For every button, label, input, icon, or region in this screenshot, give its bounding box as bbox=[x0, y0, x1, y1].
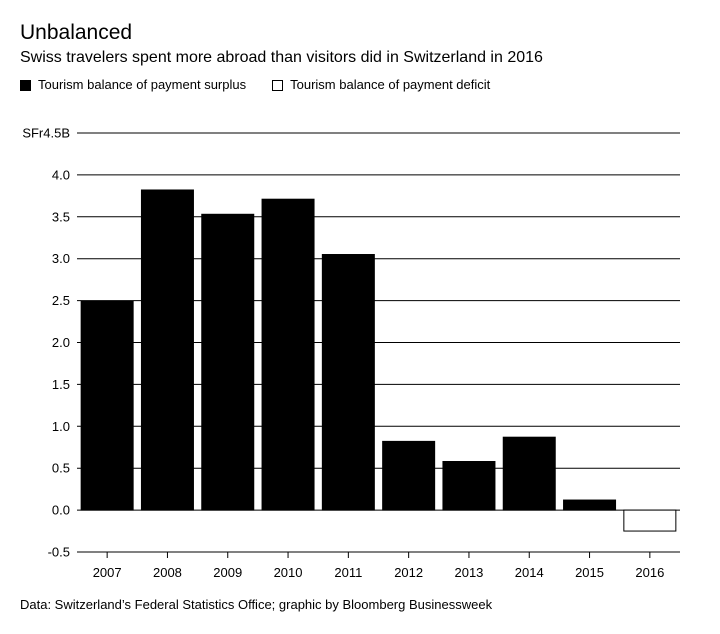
x-tick-label: 2007 bbox=[93, 565, 122, 580]
bar-2010 bbox=[261, 198, 315, 511]
x-tick-label: 2015 bbox=[575, 565, 604, 580]
bar-2008 bbox=[140, 189, 194, 511]
x-tick-label: 2011 bbox=[334, 565, 362, 580]
y-tick-label: 0.0 bbox=[52, 503, 70, 518]
y-tick-label: 3.5 bbox=[52, 209, 70, 224]
y-tick-label: 1.0 bbox=[52, 419, 70, 434]
chart-subtitle: Swiss travelers spent more abroad than v… bbox=[20, 49, 543, 66]
x-tick-label: 2008 bbox=[153, 565, 182, 580]
y-tick-label: 3.0 bbox=[52, 251, 70, 266]
y-tick-label: 2.0 bbox=[52, 335, 70, 350]
y-tick-label: 0.5 bbox=[52, 461, 70, 476]
bar-2015 bbox=[563, 499, 617, 511]
y-tick-label: SFr4.5B bbox=[22, 126, 70, 141]
source-note: Data: Switzerland’s Federal Statistics O… bbox=[20, 597, 493, 612]
legend-label-deficit: Tourism balance of payment deficit bbox=[290, 77, 491, 92]
bar-2013 bbox=[442, 460, 496, 511]
legend-swatch-surplus bbox=[20, 79, 31, 91]
legend-swatch-deficit bbox=[272, 79, 284, 91]
chart-title: Unbalanced bbox=[20, 21, 133, 44]
x-tick-label: 2016 bbox=[635, 565, 664, 580]
legend-item-surplus: Tourism balance of payment surplus bbox=[20, 77, 246, 93]
bar-2012 bbox=[382, 440, 436, 511]
x-tick-label: 2009 bbox=[213, 565, 242, 580]
y-tick-label: 1.5 bbox=[52, 377, 70, 392]
x-tick-label: 2012 bbox=[394, 565, 423, 580]
x-tick-label: 2014 bbox=[515, 565, 544, 580]
bar-2014 bbox=[502, 436, 556, 511]
bar-layer bbox=[80, 189, 677, 532]
x-tick-label: 2010 bbox=[274, 565, 303, 580]
x-tick-label: 2013 bbox=[454, 565, 483, 580]
bar-2007 bbox=[80, 300, 134, 511]
y-tick-label: 2.5 bbox=[52, 293, 70, 308]
legend: Tourism balance of payment surplus Touri… bbox=[20, 77, 516, 93]
bar-2011 bbox=[321, 254, 375, 511]
y-tick-label: 4.0 bbox=[52, 167, 70, 182]
bar-2016 bbox=[623, 509, 677, 532]
legend-item-deficit: Tourism balance of payment deficit bbox=[272, 77, 490, 93]
legend-label-surplus: Tourism balance of payment surplus bbox=[38, 77, 247, 92]
y-tick-label: -0.5 bbox=[48, 545, 70, 560]
axis-layer: -0.5 0.0 0.5 1.0 1.5 2.0 2.5 3.0 3.5 4.0 SFr4.5B 20… bbox=[22, 126, 680, 580]
bar-2009 bbox=[201, 213, 255, 511]
